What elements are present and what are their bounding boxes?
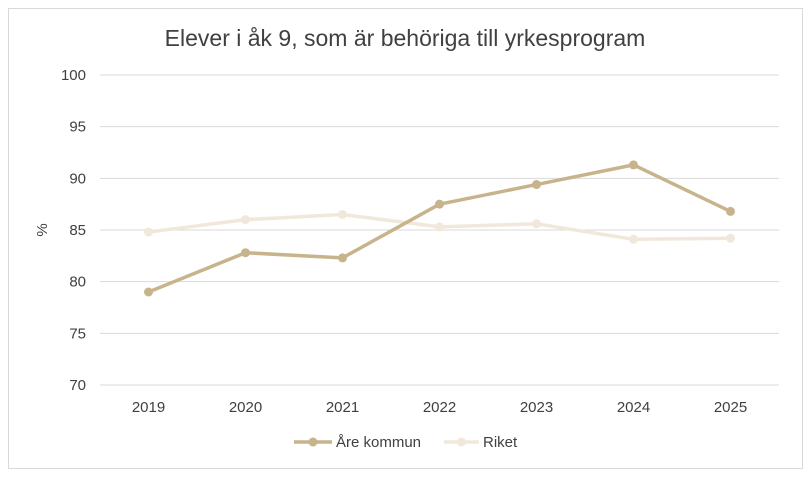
y-tick-label: 100 bbox=[61, 67, 86, 84]
x-tick-label: 2022 bbox=[423, 399, 456, 416]
data-point bbox=[726, 233, 735, 243]
data-point bbox=[144, 287, 153, 297]
y-tick-label: 95 bbox=[69, 119, 86, 136]
y-tick-label: 70 bbox=[69, 377, 86, 394]
data-point bbox=[338, 210, 347, 219]
legend: Åre kommun Riket bbox=[294, 434, 518, 451]
data-point bbox=[144, 227, 153, 237]
y-axis-ticks: 70 75 80 85 90 95 100 bbox=[61, 67, 86, 394]
legend-marker bbox=[308, 437, 318, 447]
data-point bbox=[532, 180, 541, 190]
x-tick-label: 2025 bbox=[714, 399, 747, 416]
legend-label: Åre kommun bbox=[336, 434, 421, 451]
x-tick-label: 2023 bbox=[520, 399, 553, 416]
data-point bbox=[435, 199, 444, 209]
x-tick-label: 2021 bbox=[326, 399, 359, 416]
x-tick-label: 2020 bbox=[229, 399, 262, 416]
data-point bbox=[726, 206, 735, 216]
legend-marker bbox=[457, 437, 466, 447]
y-tick-label: 75 bbox=[69, 325, 86, 342]
x-tick-label: 2019 bbox=[132, 399, 165, 416]
data-point bbox=[629, 234, 638, 244]
data-point bbox=[241, 248, 250, 258]
y-tick-label: 80 bbox=[69, 274, 86, 291]
x-tick-label: 2024 bbox=[617, 399, 650, 416]
data-point bbox=[435, 222, 444, 232]
data-point bbox=[629, 160, 638, 170]
data-point bbox=[532, 219, 541, 229]
chart-title: Elever i åk 9, som är behöriga till yrke… bbox=[165, 25, 646, 51]
data-point bbox=[241, 215, 250, 225]
y-axis-label: % bbox=[34, 223, 51, 236]
grid-lines bbox=[100, 74, 779, 386]
data-point bbox=[338, 253, 347, 263]
series-group bbox=[144, 160, 735, 297]
y-tick-label: 85 bbox=[69, 222, 86, 239]
x-axis-ticks: 2019 2020 2021 2022 2023 2024 2025 bbox=[132, 399, 747, 416]
y-tick-label: 90 bbox=[69, 170, 86, 187]
legend-label: Riket bbox=[483, 434, 518, 451]
